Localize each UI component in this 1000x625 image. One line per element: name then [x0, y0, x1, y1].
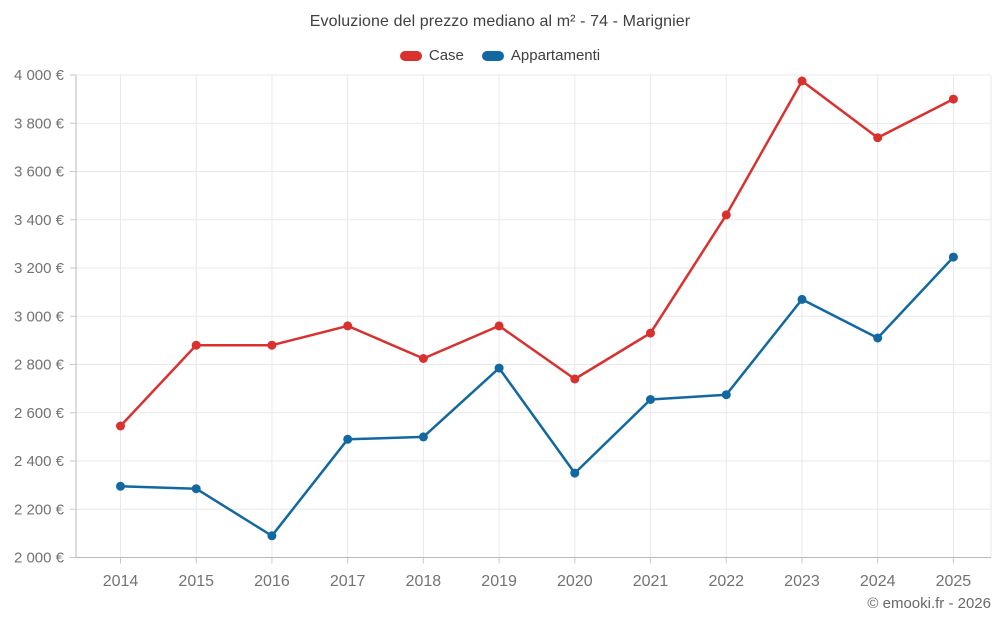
point-case-2014[interactable]	[116, 421, 125, 431]
point-appartamenti-2017[interactable]	[343, 434, 353, 444]
legend-label-appartamenti: Appartamenti	[510, 47, 601, 64]
point-appartamenti-2025[interactable]	[948, 252, 958, 262]
point-case-2015[interactable]	[191, 340, 201, 350]
x-tick-label: 2023	[784, 573, 820, 590]
point-appartamenti-2019[interactable]	[494, 363, 504, 373]
y-tick-label: 2 600 €	[14, 405, 65, 422]
point-case-2019[interactable]	[494, 321, 504, 331]
point-appartamenti-2023[interactable]	[797, 294, 807, 304]
point-case-2023[interactable]	[797, 76, 807, 86]
y-tick-label: 2 800 €	[14, 357, 65, 374]
point-case-2016[interactable]	[267, 340, 277, 350]
point-appartamenti-2018[interactable]	[418, 432, 428, 442]
chart-legend: Case Appartamenti	[0, 47, 1000, 64]
legend-item-case[interactable]: Case	[399, 47, 464, 64]
x-tick-label: 2024	[860, 573, 896, 590]
point-appartamenti-2015[interactable]	[191, 484, 201, 494]
point-case-2020[interactable]	[570, 374, 580, 384]
point-appartamenti-2016[interactable]	[267, 531, 277, 541]
legend-item-appartamenti[interactable]: Appartamenti	[481, 47, 601, 64]
point-case-2024[interactable]	[873, 133, 883, 143]
point-case-2018[interactable]	[418, 354, 428, 363]
y-tick-label: 2 200 €	[14, 501, 65, 518]
series-line-appartamenti	[119, 255, 955, 538]
x-tick-label: 2018	[406, 573, 442, 590]
chart-title: Evoluzione del prezzo mediano al m² - 74…	[309, 13, 691, 30]
copyright-credit: © emooki.fr - 2026	[867, 595, 991, 612]
point-appartamenti-2022[interactable]	[721, 390, 731, 400]
point-appartamenti-2024[interactable]	[873, 333, 883, 343]
point-case-2022[interactable]	[721, 210, 731, 220]
y-tick-label: 2 000 €	[14, 550, 65, 567]
y-tick-label: 3 000 €	[14, 308, 65, 325]
point-appartamenti-2020[interactable]	[570, 468, 580, 478]
x-tick-label: 2025	[936, 573, 972, 590]
point-case-2021[interactable]	[646, 328, 655, 338]
y-tick-label: 2 400 €	[14, 453, 65, 470]
x-tick-label: 2014	[103, 573, 139, 590]
y-tick-label: 4 000 €	[14, 67, 65, 84]
legend-swatch-case	[399, 50, 422, 61]
x-tick-label: 2021	[633, 573, 669, 590]
point-appartamenti-2021[interactable]	[646, 395, 655, 404]
y-tick-label: 3 200 €	[14, 260, 65, 277]
y-tick-label: 3 800 €	[14, 115, 65, 132]
series-line-case	[119, 79, 955, 428]
x-tick-label: 2015	[178, 573, 214, 590]
point-case-2017[interactable]	[343, 321, 353, 331]
x-tick-label: 2017	[330, 573, 366, 590]
x-tick-label: 2022	[708, 573, 744, 590]
legend-swatch-appartamenti	[481, 50, 504, 61]
point-case-2025[interactable]	[948, 94, 958, 104]
y-tick-label: 3 600 €	[14, 164, 65, 181]
x-tick-label: 2019	[481, 573, 517, 590]
x-tick-label: 2016	[254, 573, 290, 590]
point-appartamenti-2014[interactable]	[116, 481, 125, 491]
legend-label-case: Case	[428, 47, 464, 64]
y-tick-label: 3 400 €	[14, 212, 65, 229]
x-tick-label: 2020	[557, 573, 593, 590]
